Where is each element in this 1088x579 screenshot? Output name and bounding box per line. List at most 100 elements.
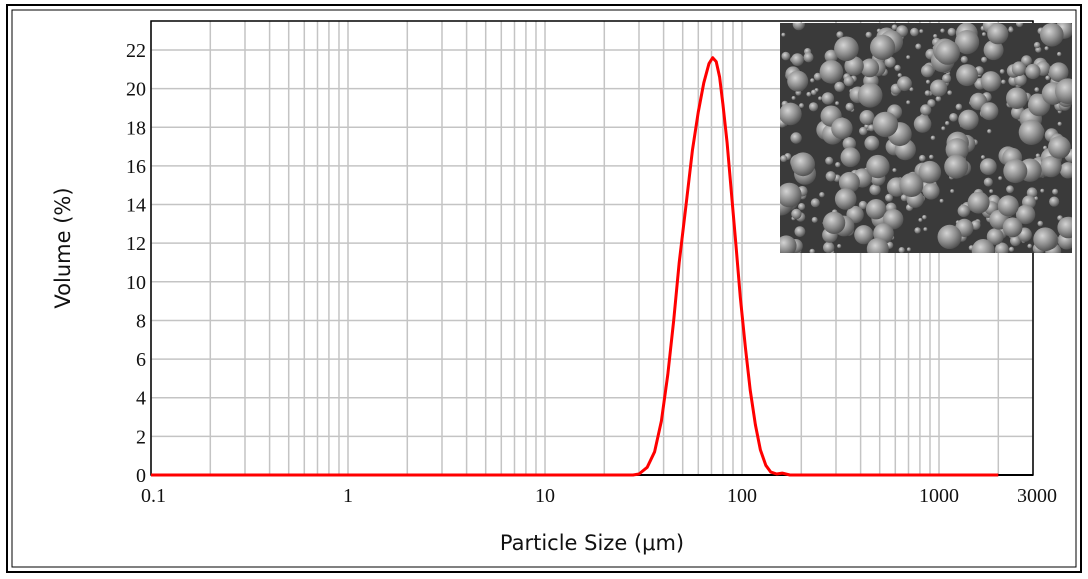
powder-particle [844,56,864,76]
powder-particle [995,242,1009,253]
x-tick-label: 1 [343,485,353,507]
powder-particle [865,199,887,220]
powder-particle [894,64,901,72]
powder-particle [983,177,993,187]
powder-particle [971,239,995,253]
powder-particle [824,49,838,63]
powder-particle [918,160,942,184]
powder-particle [937,224,962,249]
powder-particle [821,92,835,105]
powder-particle [1001,79,1006,85]
powder-particle [813,72,822,81]
powder-particle [822,211,846,234]
powder-particle [1025,63,1041,80]
powder-particle [920,104,932,116]
y-tick-label: 22 [126,40,146,62]
powder-particle [803,52,814,63]
powder-particle [906,247,911,252]
powder-particle [791,96,796,100]
y-tick-label: 16 [126,156,146,178]
powder-particle [780,235,797,253]
powder-particle [981,56,988,63]
volume-distribution-line [151,56,999,477]
powder-particle [1033,227,1058,252]
powder-particle [987,23,1009,45]
powder-particle [837,244,842,249]
powder-particle [915,43,922,50]
powder-particle [834,36,859,62]
powder-particle [930,79,948,97]
powder-particle [935,40,960,65]
powder-particle [1026,187,1038,198]
powder-particle [845,102,854,112]
powder-particle [892,168,897,173]
powder-particle [983,40,1004,61]
powder-particle [997,195,1019,217]
powder-particle [925,79,931,84]
powder-particle [885,193,893,202]
powder-particle [897,76,912,92]
powder-particle [781,51,791,61]
powder-particle [897,73,902,78]
powder-particle [982,32,986,37]
powder-particle [866,154,890,179]
powder-particle [947,27,956,37]
powder-particle [823,241,835,253]
powder-particle [955,29,980,55]
powder-particle [810,198,820,208]
powder-particle [906,100,911,105]
powder-particle [840,147,861,168]
powder-particle [919,29,924,34]
powder-particle [941,126,946,131]
powder-particle [1027,243,1032,249]
powder-particle [1045,75,1051,81]
x-tick-labels: 0.1 1 10 100 1000 3000 [141,485,1057,507]
powder-particle [864,135,880,151]
powder-particle [792,23,805,31]
powder-particle [791,53,804,66]
powder-particle [947,90,953,96]
y-tick-label: 0 [136,465,146,487]
powder-particle [865,31,872,38]
sem-micrograph-inset [780,23,1072,253]
powder-particle [923,227,928,232]
powder-particle [857,82,883,108]
powder-particle [891,24,898,31]
powder-particle [858,200,868,210]
powder-particle [819,60,844,84]
y-tick-label: 6 [136,349,146,371]
powder-particle [1033,41,1041,49]
powder-particle [843,76,854,87]
powder-particle [1052,188,1059,195]
powder-particle [1006,185,1014,194]
powder-particle [836,31,844,39]
powder-particle [979,158,997,176]
powder-particle [1057,216,1072,239]
powder-particle [834,188,857,210]
powder-particle [935,96,942,102]
powder-particle [986,228,1004,246]
powder-particle [980,71,1002,92]
powder-particle [998,176,1003,181]
x-tick-label: 0.1 [141,485,166,507]
powder-particle [980,155,986,160]
powder-particle [1057,51,1062,57]
powder-particle [780,155,788,163]
y-tick-label: 20 [126,79,146,101]
powder-particle [1002,217,1023,238]
powder-particle [831,117,853,140]
powder-particle [1008,27,1014,33]
powder-particle [787,70,809,92]
powder-particle [989,189,994,194]
x-axis-title: Particle Size (μm) [500,531,684,555]
powder-particle [780,182,802,208]
powder-particle [1057,121,1062,126]
powder-particle [825,156,834,165]
powder-particle [939,198,944,203]
y-tick-label: 2 [136,426,146,448]
powder-particle [944,154,969,179]
powder-particle [1034,87,1040,93]
powder-particle [967,191,990,214]
x-tick-label: 100 [727,485,757,507]
powder-particle [1037,220,1044,227]
